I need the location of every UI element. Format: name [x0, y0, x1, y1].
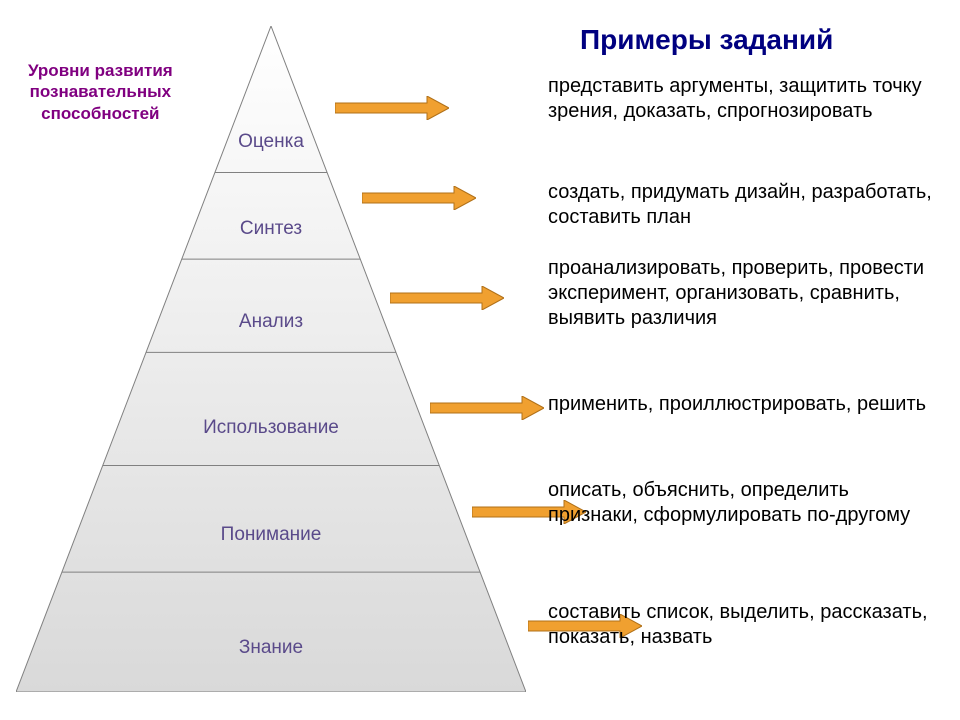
pyramid-level-label: Анализ — [16, 311, 526, 333]
arrow-icon — [335, 96, 449, 120]
task-description: проанализировать, проверить, провести эк… — [548, 256, 943, 331]
arrow-icon — [390, 286, 504, 310]
arrow-icon — [362, 186, 476, 210]
arrow-icon — [430, 396, 544, 420]
pyramid-level-label: Оценка — [16, 131, 526, 153]
diagram-stage: Примеры заданий Уровни развития познават… — [0, 0, 960, 720]
pyramid-graphic — [16, 26, 526, 692]
task-description: создать, придумать дизайн, разработать, … — [548, 180, 943, 230]
task-description: представить аргументы, защитить точку зр… — [548, 74, 943, 124]
pyramid-level-label: Понимание — [16, 524, 526, 546]
task-description: применить, проиллюстрировать, решить — [548, 392, 943, 417]
heading-examples: Примеры заданий — [580, 24, 833, 56]
task-description: составить список, выделить, рассказать, … — [548, 600, 943, 650]
pyramid-level-label: Синтез — [16, 218, 526, 240]
pyramid-level-label: Знание — [16, 637, 526, 659]
task-description: описать, объяснить, определить признаки,… — [548, 478, 943, 528]
pyramid-level-label: Использование — [16, 417, 526, 439]
